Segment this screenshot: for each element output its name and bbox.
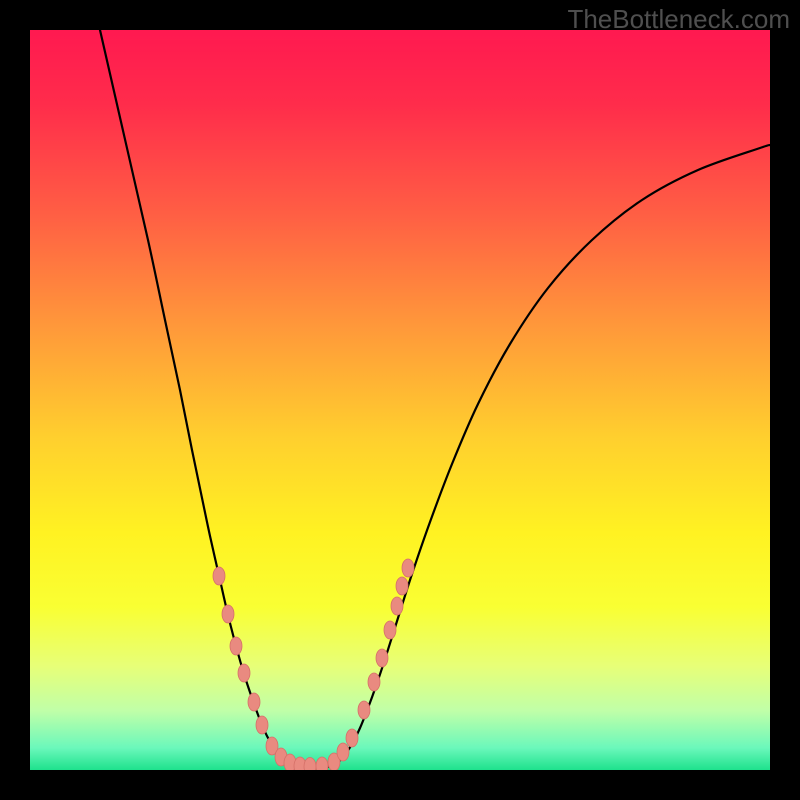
data-marker: [396, 577, 408, 595]
data-marker: [256, 716, 268, 734]
data-marker: [368, 673, 380, 691]
data-marker: [230, 637, 242, 655]
data-marker: [304, 758, 316, 771]
watermark-text: TheBottleneck.com: [567, 4, 790, 35]
data-marker: [337, 743, 349, 761]
data-marker: [391, 597, 403, 615]
data-marker: [402, 559, 414, 577]
data-marker: [316, 757, 328, 770]
data-marker: [248, 693, 260, 711]
data-marker: [384, 621, 396, 639]
data-marker: [346, 729, 358, 747]
data-marker: [238, 664, 250, 682]
data-marker: [376, 649, 388, 667]
data-markers: [30, 30, 770, 770]
chart-plot-area: [30, 30, 770, 770]
data-marker: [222, 605, 234, 623]
data-marker: [213, 567, 225, 585]
data-marker: [358, 701, 370, 719]
